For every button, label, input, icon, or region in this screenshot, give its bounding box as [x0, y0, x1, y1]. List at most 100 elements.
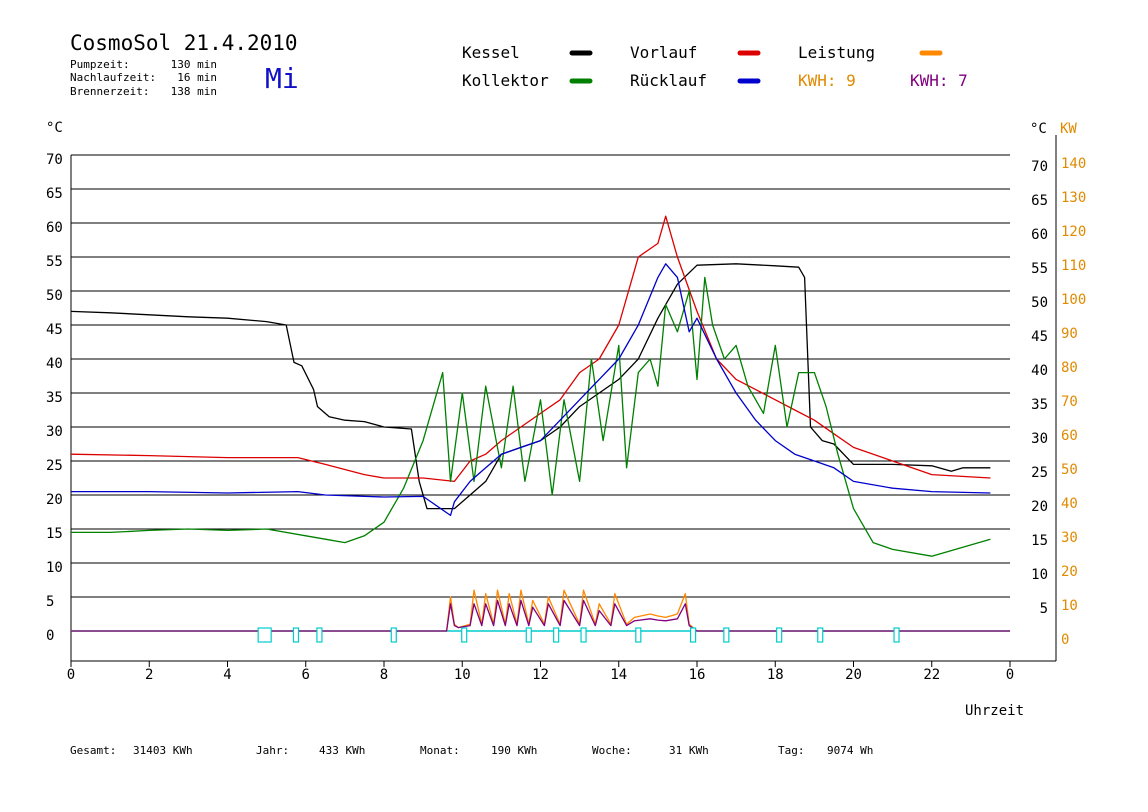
- brennerzeit-value: 138 min: [171, 85, 217, 98]
- y-tick-right-10: 10: [1031, 567, 1048, 583]
- y-tick-kw-30: 30: [1061, 530, 1078, 546]
- left-axis-unit: °C: [46, 120, 63, 136]
- pump-marker-3: [390, 627, 397, 643]
- footer-jahr-label: Jahr:: [256, 744, 289, 757]
- y-tick-left-10: 10: [46, 560, 63, 576]
- y-tick-kw-50: 50: [1061, 462, 1078, 478]
- y-tick-kw-130: 130: [1061, 190, 1086, 206]
- x-tick-label-12: 0: [1006, 667, 1014, 683]
- weekday-label: Mi: [265, 62, 299, 95]
- y-axis-left: 0 5 10 15 20 25 30 35 40 45 50 55 60 65 70: [46, 152, 63, 644]
- pumpzeit-label: Pumpzeit:: [70, 58, 130, 71]
- x-tick-label-4: 8: [380, 667, 388, 683]
- footer-woche-value: 31 KWh: [669, 744, 709, 757]
- y-tick-right-20: 20: [1031, 499, 1048, 515]
- y-tick-left-45: 45: [46, 322, 63, 338]
- footer-jahr-value: 433 KWh: [319, 744, 365, 757]
- right-axis-unit: °C: [1030, 121, 1047, 137]
- x-tick-label-2: 4: [223, 667, 231, 683]
- pump-marker-13: [893, 627, 900, 643]
- legend-kessel-label: Kessel: [462, 43, 520, 62]
- y-tick-left-35: 35: [46, 390, 63, 406]
- y-tick-left-55: 55: [46, 254, 63, 270]
- footer-gesamt-label: Gesamt:: [70, 744, 116, 757]
- pump-marker-2: [316, 627, 323, 643]
- nachlaufzeit-label: Nachlaufzeit:: [70, 71, 156, 84]
- x-tick-label-11: 22: [923, 667, 940, 683]
- series-group: [70, 215, 1010, 632]
- y-axis-right: 5 10 15 20 25 30 35 40 45 50 55 60 65 70: [1031, 159, 1048, 617]
- y-tick-left-0: 0: [46, 628, 54, 644]
- y-tick-left-5: 5: [46, 594, 54, 610]
- x-tick-label-7: 14: [610, 667, 627, 683]
- pump-marker-8: [635, 627, 642, 643]
- y-tick-kw-10: 10: [1061, 598, 1078, 614]
- legend-leistung-label: Leistung: [798, 43, 875, 62]
- series-line-leistung: [71, 589, 1010, 632]
- pump-marker-12: [817, 627, 824, 643]
- legend-kollektor-label: Kollektor: [462, 71, 549, 90]
- pump-marker-7: [580, 627, 587, 643]
- legend-vorlauf-label: Vorlauf: [630, 43, 697, 62]
- y-tick-right-45: 45: [1031, 329, 1048, 345]
- y-tick-kw-100: 100: [1061, 292, 1086, 308]
- pump-marker-10: [723, 627, 730, 643]
- brennerzeit-label: Brennerzeit:: [70, 85, 149, 98]
- x-tick-label-6: 12: [532, 667, 549, 683]
- x-tick-label-5: 10: [454, 667, 471, 683]
- pump-marker-5: [525, 627, 532, 643]
- x-axis-label: Uhrzeit: [965, 703, 1024, 719]
- footer-woche-label: Woche:: [592, 744, 632, 757]
- y-tick-kw-70: 70: [1061, 394, 1078, 410]
- x-axis: 0 2 4 6 8 10 12 14 16 18 20 22 0: [67, 661, 1014, 683]
- legend-ruecklauf-label: Rücklauf: [630, 71, 707, 90]
- y-tick-left-40: 40: [46, 356, 63, 372]
- y-tick-kw-0: 0: [1061, 632, 1069, 648]
- x-tick-label-10: 20: [845, 667, 862, 683]
- y-tick-kw-20: 20: [1061, 564, 1078, 580]
- series-line-ruecklauf: [71, 263, 991, 517]
- series-line-leistung2: [71, 599, 1010, 632]
- legend-kwh-a: KWH: 9: [798, 71, 856, 90]
- pump-marker-11: [776, 627, 783, 643]
- y-tick-right-65: 65: [1031, 193, 1048, 209]
- y-tick-kw-40: 40: [1061, 496, 1078, 512]
- y-tick-kw-110: 110: [1061, 258, 1086, 274]
- footer-gesamt-value: 31403 KWh: [133, 744, 193, 757]
- y-tick-kw-60: 60: [1061, 428, 1078, 444]
- y-tick-right-15: 15: [1031, 533, 1048, 549]
- y-axis-kw: 0 10 20 30 40 50 60 70 80 90 100 110 120 130 140: [1061, 156, 1086, 648]
- y-tick-kw-120: 120: [1061, 224, 1086, 240]
- footer-tag-value: 9074 Wh: [827, 744, 873, 757]
- y-tick-left-20: 20: [46, 492, 63, 508]
- y-tick-left-30: 30: [46, 424, 63, 440]
- y-tick-right-50: 50: [1031, 295, 1048, 311]
- y-tick-kw-80: 80: [1061, 360, 1078, 376]
- kw-axis-unit: KW: [1060, 121, 1077, 137]
- y-tick-left-60: 60: [46, 220, 63, 236]
- x-tick-label-0: 0: [67, 667, 75, 683]
- x-tick-label-8: 16: [689, 667, 706, 683]
- legend-kwh-b: KWH: 7: [910, 71, 968, 90]
- y-tick-right-40: 40: [1031, 363, 1048, 379]
- y-tick-left-25: 25: [46, 458, 63, 474]
- pump-markers: [257, 627, 900, 643]
- pump-marker-4: [461, 627, 468, 643]
- y-tick-right-70: 70: [1031, 159, 1048, 175]
- y-tick-left-15: 15: [46, 526, 63, 542]
- y-tick-right-30: 30: [1031, 431, 1048, 447]
- x-tick-label-9: 18: [767, 667, 784, 683]
- y-tick-left-50: 50: [46, 288, 63, 304]
- footer-monat-label: Monat:: [420, 744, 460, 757]
- nachlaufzeit-value: 16 min: [177, 71, 217, 84]
- y-tick-right-55: 55: [1031, 261, 1048, 277]
- y-tick-right-25: 25: [1031, 465, 1048, 481]
- pump-marker-6: [553, 627, 560, 643]
- y-tick-left-70: 70: [46, 152, 63, 168]
- pumpzeit-value: 130 min: [171, 58, 217, 71]
- y-tick-kw-90: 90: [1061, 326, 1078, 342]
- series-line-vorlauf: [70, 215, 991, 483]
- series-line-kessel: [70, 263, 991, 510]
- pump-marker-0: [257, 627, 272, 643]
